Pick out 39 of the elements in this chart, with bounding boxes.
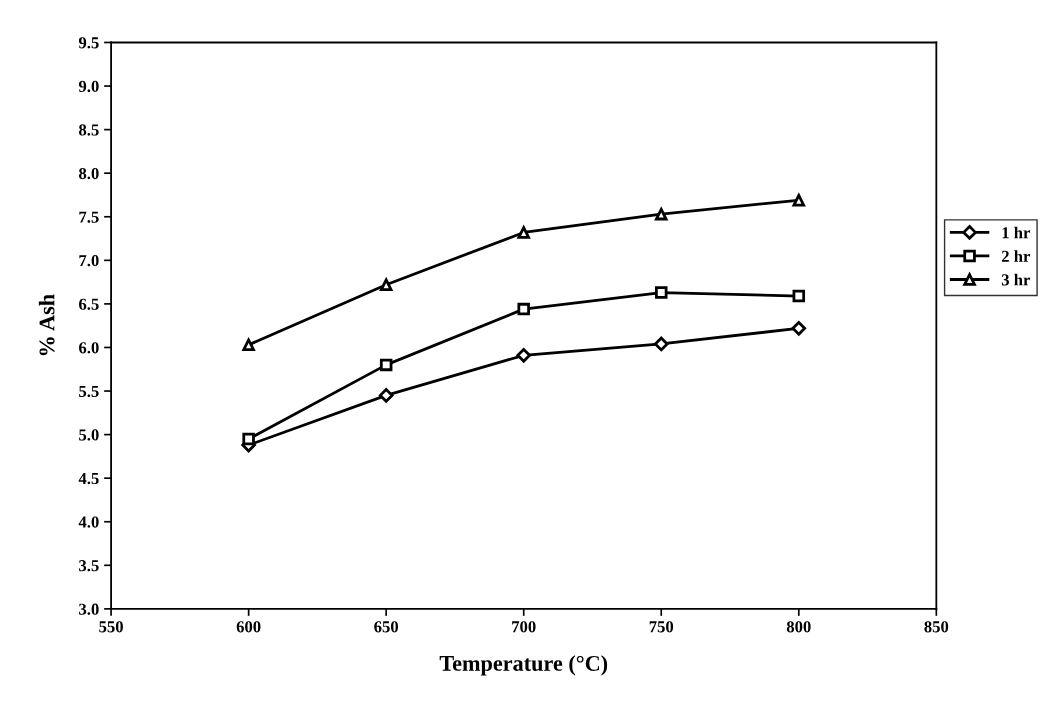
legend-label: 3 hr <box>1001 273 1031 286</box>
point <box>791 321 807 336</box>
point <box>242 432 255 446</box>
x-axis-title: Temperature (°C) <box>439 655 608 676</box>
point <box>653 336 669 352</box>
point <box>379 278 393 291</box>
y-tick-label: 8.0 <box>79 167 99 180</box>
y-tick-label: 5.0 <box>79 429 99 441</box>
point <box>242 338 255 352</box>
point <box>379 358 393 372</box>
x-tick-label: 650 <box>374 621 399 633</box>
point <box>378 388 394 403</box>
y-tick-label: 5.5 <box>79 385 99 398</box>
y-tick-label: 6.0 <box>79 342 99 354</box>
point <box>517 302 530 316</box>
point <box>655 207 668 221</box>
x-tick-label: 550 <box>99 621 123 633</box>
legend-label: 2 hr <box>1001 250 1031 262</box>
x-tick-label: 800 <box>786 621 811 633</box>
legend-label: 1 hr <box>1002 226 1031 239</box>
y-tick-label: 7.5 <box>79 211 99 223</box>
y-tick-label: 9.5 <box>78 37 99 49</box>
point <box>516 348 531 363</box>
y-tick-label: 3.5 <box>79 560 99 572</box>
point <box>655 286 668 299</box>
y-tick-label: 4.5 <box>78 472 99 485</box>
y-tick-label: 9.0 <box>78 80 99 93</box>
y-tick-label: 4.0 <box>78 516 99 528</box>
y-tick-label: 6.5 <box>79 298 99 310</box>
x-tick-label: 750 <box>649 621 674 633</box>
x-tick-label: 600 <box>236 621 261 633</box>
point <box>792 289 806 303</box>
x-tick-label: 700 <box>512 621 536 633</box>
y-tick-label: 7.0 <box>79 255 99 267</box>
point <box>792 193 806 207</box>
x-tick-label: 850 <box>924 621 949 633</box>
y-axis-title: % Ash <box>38 294 55 356</box>
y-tick-label: 3.0 <box>79 603 99 615</box>
y-tick-label: 8.5 <box>79 124 99 136</box>
